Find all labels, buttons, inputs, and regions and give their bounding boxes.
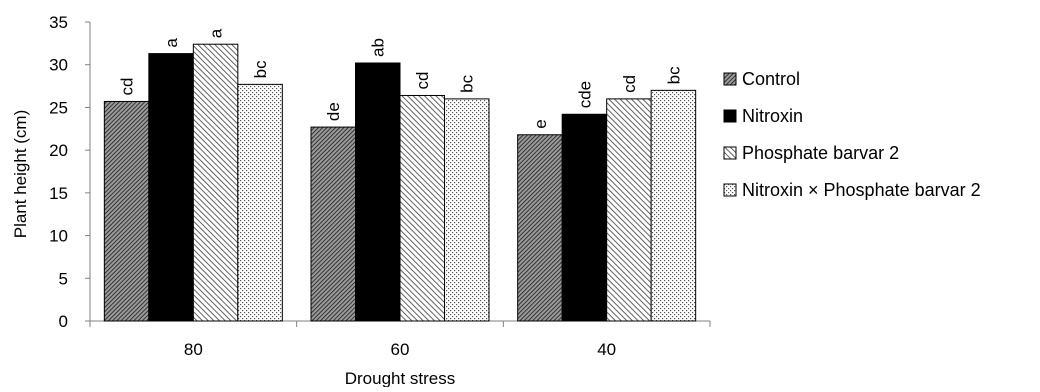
significance-label: a bbox=[207, 28, 226, 38]
y-tick-label: 35 bbox=[49, 13, 68, 32]
legend-label: Control bbox=[742, 69, 800, 89]
legend: Control Nitroxin Phosphate barvar 2 Nitroxi… bbox=[723, 69, 981, 200]
significance-label: bc bbox=[251, 60, 270, 78]
significance-label: e bbox=[531, 119, 550, 128]
x-tick-label: 40 bbox=[597, 340, 616, 359]
significance-label: cd bbox=[413, 71, 432, 89]
bar bbox=[148, 53, 194, 322]
y-tick-label: 5 bbox=[59, 269, 68, 288]
significance-labels: cd de e a ab cde a cd cd bc bc bc bbox=[118, 28, 684, 129]
y-tick-label: 10 bbox=[49, 227, 68, 246]
legend-swatch bbox=[723, 109, 737, 123]
significance-label: bc bbox=[458, 74, 477, 92]
bar bbox=[237, 83, 283, 322]
bar bbox=[650, 89, 697, 322]
legend-swatch bbox=[723, 72, 737, 86]
significance-label: a bbox=[162, 38, 181, 48]
significance-label: cd bbox=[118, 77, 137, 95]
y-tick-label: 30 bbox=[49, 56, 68, 75]
y-axis-title: Plant height (cm) bbox=[11, 110, 30, 239]
legend-swatch bbox=[723, 146, 737, 160]
y-tick-label: 15 bbox=[49, 184, 68, 203]
bar bbox=[310, 126, 356, 322]
bar bbox=[399, 94, 445, 322]
bar bbox=[517, 134, 563, 322]
significance-label: cde bbox=[575, 81, 594, 108]
bar bbox=[355, 62, 401, 322]
bar bbox=[561, 113, 608, 322]
significance-label: de bbox=[324, 102, 343, 121]
bar bbox=[444, 98, 490, 322]
legend-label: Nitroxin × Phosphate barvar 2 bbox=[742, 180, 981, 200]
x-tick-label: 60 bbox=[391, 340, 410, 359]
significance-label: cd bbox=[620, 75, 639, 93]
bar bbox=[103, 100, 150, 322]
x-axis-title: Drought stress bbox=[345, 369, 456, 387]
legend-label: Nitroxin bbox=[742, 106, 803, 126]
y-tick-label: 20 bbox=[49, 141, 68, 160]
bar bbox=[606, 98, 652, 322]
significance-label: ab bbox=[369, 38, 388, 57]
significance-label: bc bbox=[664, 66, 683, 84]
bars bbox=[103, 43, 697, 322]
y-tick-label: 25 bbox=[49, 98, 68, 117]
y-ticks: 0 5 10 15 20 25 30 35 bbox=[49, 13, 90, 331]
x-ticks: 80 60 40 bbox=[89, 321, 711, 359]
x-tick-label: 80 bbox=[184, 340, 203, 359]
legend-swatch bbox=[723, 183, 737, 197]
bar bbox=[192, 43, 239, 322]
y-tick-label: 0 bbox=[59, 312, 68, 331]
legend-label: Phosphate barvar 2 bbox=[742, 143, 899, 163]
